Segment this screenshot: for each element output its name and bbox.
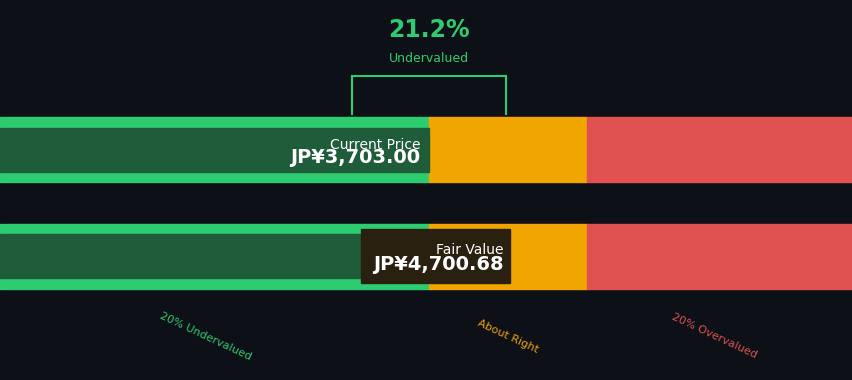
Bar	[429, 117, 586, 182]
Text: About Right: About Right	[475, 318, 539, 355]
Bar	[429, 224, 586, 289]
Bar	[586, 224, 852, 289]
Text: Current Price: Current Price	[330, 138, 420, 152]
Bar	[586, 117, 852, 182]
Text: 21.2%: 21.2%	[388, 18, 469, 43]
Bar	[0, 234, 429, 278]
Text: 20% Undervalued: 20% Undervalued	[158, 311, 253, 362]
Text: JP¥3,703.00: JP¥3,703.00	[290, 148, 420, 167]
Bar	[0, 224, 429, 289]
Bar	[0, 128, 429, 172]
Text: JP¥4,700.68: JP¥4,700.68	[372, 255, 503, 274]
Bar	[0, 117, 429, 182]
Text: Undervalued: Undervalued	[389, 52, 469, 65]
Text: 20% Overvalued: 20% Overvalued	[670, 312, 758, 361]
Bar	[360, 229, 509, 283]
Text: Fair Value: Fair Value	[435, 243, 503, 257]
